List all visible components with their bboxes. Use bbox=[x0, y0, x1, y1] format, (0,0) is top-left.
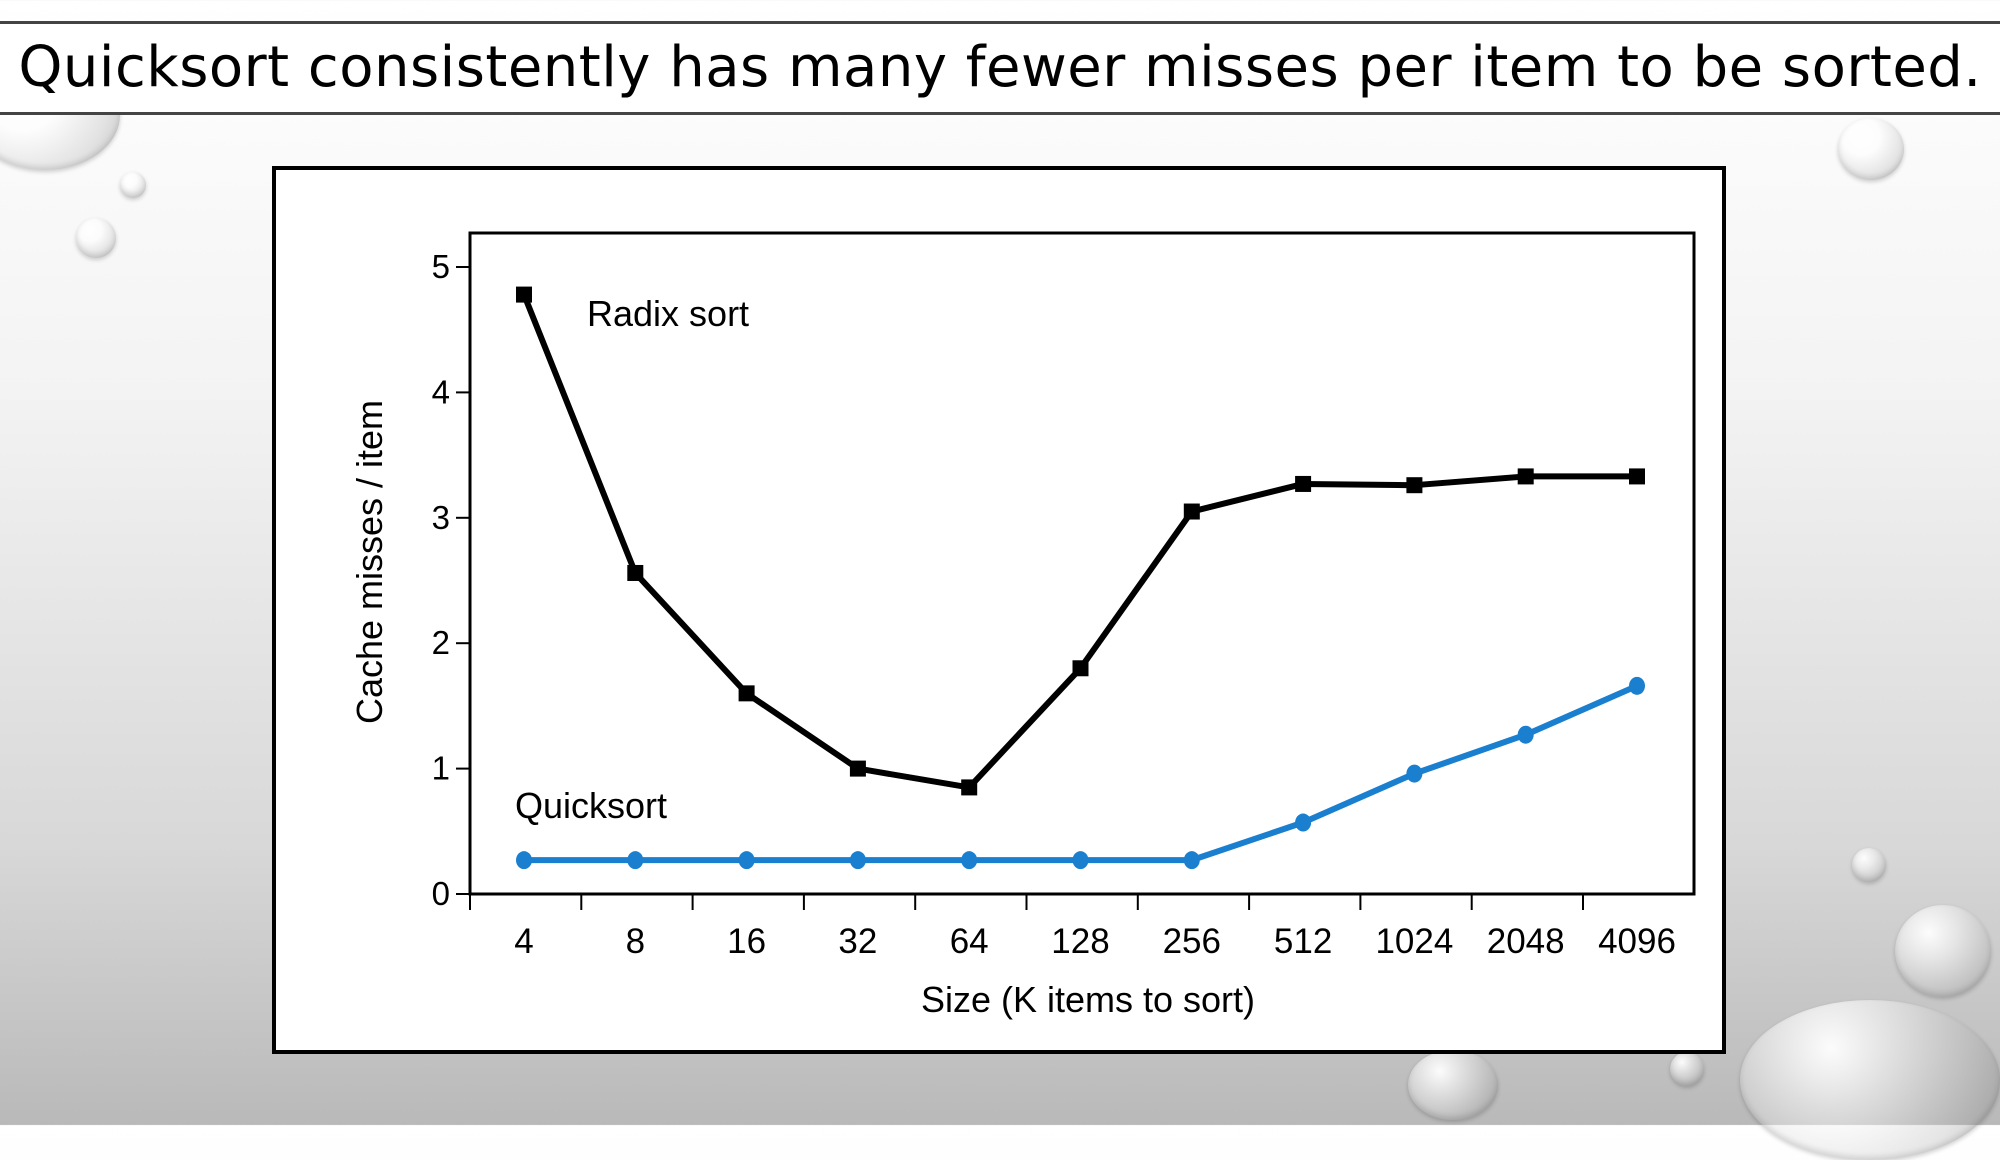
quicksort-point bbox=[627, 851, 644, 870]
y-tick-label: 0 bbox=[432, 875, 450, 912]
x-tick-label: 4096 bbox=[1598, 922, 1676, 961]
radix-sort-line bbox=[521, 293, 1637, 791]
plot-area-border bbox=[468, 231, 1696, 896]
y-tick-label: 5 bbox=[432, 248, 450, 285]
quicksort-point bbox=[961, 851, 978, 870]
radix-sort-point bbox=[738, 685, 755, 702]
quicksort-point bbox=[738, 851, 755, 870]
x-tick-label: 2048 bbox=[1487, 922, 1565, 961]
water-drop-decoration bbox=[1838, 118, 1904, 180]
x-tick-label: 16 bbox=[727, 922, 766, 961]
water-drop-decoration bbox=[1740, 1000, 2000, 1160]
slide-title: Quicksort consistently has many fewer mi… bbox=[18, 35, 1982, 100]
x-tick-label: 512 bbox=[1274, 922, 1332, 961]
quicksort-point bbox=[516, 851, 532, 870]
x-tick-label: 32 bbox=[838, 922, 877, 961]
x-tick-label: 4 bbox=[514, 922, 533, 961]
quicksort-point bbox=[1295, 813, 1312, 832]
quicksort-point bbox=[1629, 676, 1645, 695]
x-tick-label: 256 bbox=[1163, 922, 1221, 961]
water-drop-decoration bbox=[1852, 848, 1886, 882]
quicksort-point bbox=[1072, 851, 1089, 870]
radix-sort-point bbox=[1629, 468, 1645, 485]
radix-sort-point bbox=[516, 286, 532, 303]
y-tick-label: 1 bbox=[432, 750, 450, 787]
radix-sort-point bbox=[849, 760, 866, 777]
x-tick-label: 1024 bbox=[1375, 922, 1453, 961]
water-drop-decoration bbox=[1895, 905, 1991, 997]
radix-sort-point bbox=[1295, 475, 1312, 492]
cache-misses-chart: 0 1 2 3 4 5 4 8 16 32 64 128 256 512 1024 2048 4096 Rad… bbox=[349, 231, 1696, 1020]
radix-sort-point bbox=[1517, 468, 1534, 485]
series-layer bbox=[516, 286, 1645, 870]
x-axis-label: Size (K items to sort) bbox=[921, 979, 1255, 1020]
water-drop-decoration bbox=[1670, 1052, 1704, 1086]
y-axis-ticks: 0 1 2 3 4 5 bbox=[432, 248, 470, 912]
y-tick-label: 4 bbox=[432, 373, 450, 410]
water-drop-decoration bbox=[1408, 1050, 1498, 1120]
x-tick-label: 128 bbox=[1051, 922, 1109, 961]
chart-frame: 0 1 2 3 4 5 4 8 16 32 64 128 256 512 1024 2048 4096 Rad… bbox=[272, 166, 1726, 1054]
quicksort-point bbox=[1517, 725, 1534, 744]
water-drop-decoration bbox=[76, 218, 116, 258]
y-axis-label: Cache misses / item bbox=[349, 400, 390, 724]
title-band: Quicksort consistently has many fewer mi… bbox=[0, 21, 2000, 115]
quicksort-point bbox=[1183, 851, 1200, 870]
radix-sort-label: Radix sort bbox=[587, 293, 749, 334]
y-tick-label: 2 bbox=[432, 624, 450, 661]
quicksort-point bbox=[849, 851, 866, 870]
y-tick-label: 3 bbox=[432, 499, 450, 536]
x-tick-label: 64 bbox=[950, 922, 989, 961]
quicksort-line bbox=[524, 683, 1639, 864]
quicksort-label: Quicksort bbox=[515, 785, 667, 826]
radix-sort-point bbox=[1072, 660, 1089, 677]
radix-sort-point bbox=[1406, 477, 1423, 494]
label-layer: Radix sort Quicksort Size (K items to sort… bbox=[349, 293, 1255, 1020]
x-tick-label: 8 bbox=[626, 922, 645, 961]
x-axis-ticks: 4 8 16 32 64 128 256 512 1024 2048 4096 bbox=[469, 894, 1676, 961]
radix-sort-point bbox=[627, 564, 644, 581]
quicksort-point bbox=[1406, 764, 1423, 783]
radix-sort-point bbox=[961, 779, 978, 796]
water-drop-decoration bbox=[120, 172, 146, 198]
radix-sort-point bbox=[1183, 503, 1200, 520]
